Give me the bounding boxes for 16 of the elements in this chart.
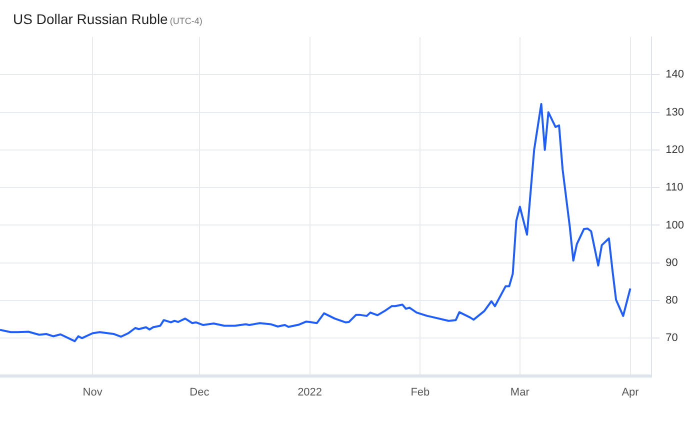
x-tick-label: Apr [622, 386, 640, 398]
y-tick-label: 90 [666, 256, 678, 269]
y-tick-label: 80 [666, 294, 678, 307]
y-tick-label: 100 [666, 219, 684, 232]
x-tick-label: Nov [82, 386, 103, 398]
x-tick-label: Dec [190, 386, 210, 398]
y-tick-label: 110 [666, 182, 684, 194]
x-tick-label: Feb [410, 386, 430, 398]
y-tick-label: 140 [666, 68, 684, 81]
x-tick-label: 2022 [298, 386, 322, 398]
chart-subtitle: (UTC-4) [170, 16, 202, 26]
y-tick-label: 130 [666, 106, 684, 118]
chart-title: US Dollar Russian Ruble [13, 11, 168, 27]
x-tick-label: Mar [510, 386, 530, 398]
y-tick-label: 70 [666, 332, 678, 344]
y-tick-label: 120 [666, 144, 684, 156]
